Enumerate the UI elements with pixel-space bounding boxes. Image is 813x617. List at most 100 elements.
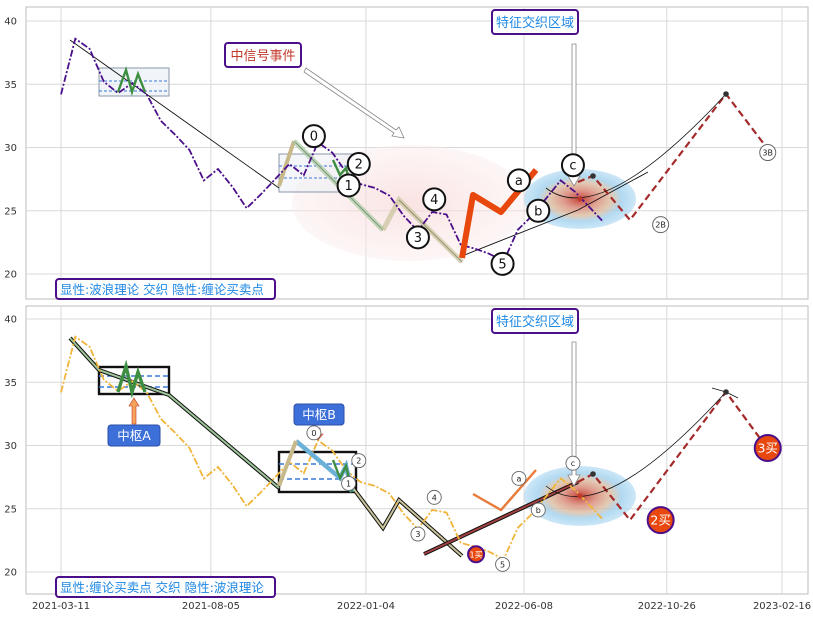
- top-trend-line-1: [69, 39, 280, 189]
- top-wave-marker: [301, 124, 326, 149]
- top-signal-arrow: [303, 67, 405, 139]
- top-forecast-marker: [759, 144, 777, 162]
- bottom-forecast-line: [577, 390, 771, 522]
- top-forecast-label: 3B: [762, 149, 773, 158]
- buy-point-label: 1买: [470, 550, 483, 559]
- buy-point-label: 2买: [650, 513, 670, 528]
- buy-point-marker: [753, 434, 782, 463]
- bottom-wave-labels: 0 1 2 3 4 5 a b c: [306, 425, 581, 572]
- bottom-wave-label: 5: [500, 560, 505, 569]
- buy-point-marker: [467, 545, 486, 564]
- bottom-forecast-arc: [545, 391, 727, 498]
- bottom-pivot-a-zigzag: [116, 359, 147, 399]
- bottom-forecast-dot-1: [590, 471, 596, 477]
- bottom-wave-marker: [426, 489, 442, 505]
- top-wave-labels: 0 12 3 4 5 ab c 2B 3B: [301, 124, 777, 276]
- top-stroke-seg-1: [277, 140, 296, 187]
- bottom-plot-frame: [25, 305, 809, 595]
- bottom-price-line: [60, 335, 605, 561]
- bottom-wave-marker: [565, 455, 581, 471]
- x-tick-label: 2022-06-08: [495, 601, 553, 612]
- x-tick-label: 2022-10-26: [638, 601, 696, 612]
- top-wave-marker: [526, 198, 551, 223]
- top-feature-zone-box: [491, 9, 579, 35]
- bottom-wave-label: 2: [356, 457, 361, 466]
- x-tick-label: 2021-03-11: [32, 601, 90, 612]
- bottom-y-tick-label: 40: [4, 315, 17, 326]
- bottom-forecast-dot-2: [723, 389, 729, 395]
- bottom-y-tick-label: 25: [4, 504, 17, 515]
- bottom-wave-label: c: [571, 459, 575, 468]
- bottom-stroke-seg-3: [423, 481, 579, 555]
- bottom-wave-marker: [495, 556, 511, 572]
- bottom-wave-marker: [306, 425, 322, 441]
- pivot-b-callout-text: 中枢B: [302, 407, 336, 422]
- bottom-y-ticks: 40 35 30 25 20: [4, 315, 17, 579]
- bottom-buy-points: 1买 2买 3买: [467, 434, 782, 564]
- top-zone-center-dot: [577, 196, 583, 202]
- top-wave-label: 5: [498, 257, 506, 272]
- top-forecast-arc: [545, 93, 727, 199]
- top-y-tick-label: 30: [4, 143, 17, 154]
- bottom-zone-arrow: [567, 341, 581, 487]
- pivot-a-callout: [107, 424, 161, 447]
- top-legend-box: [55, 278, 276, 300]
- top-wave-marker: [346, 151, 371, 176]
- top-wave-marker: [506, 168, 531, 193]
- bottom-y-tick-label: 20: [4, 568, 17, 579]
- pivot-b-callout: [293, 403, 345, 426]
- bottom-wave-label: 4: [432, 493, 437, 502]
- bottom-y-tick-label: 35: [4, 378, 17, 389]
- top-wave-marker: [405, 225, 430, 250]
- top-pivot-a-zigzag: [116, 66, 147, 97]
- top-y-tick-label: 35: [4, 80, 17, 91]
- top-wave-marker: [490, 251, 515, 276]
- top-forecast-marker: [652, 216, 670, 234]
- top-forecast-dot-2: [723, 91, 729, 97]
- top-wave-label: 3: [414, 231, 422, 246]
- buy-point-marker: [646, 506, 675, 535]
- top-pivot-box-a: [98, 67, 170, 97]
- bottom-stroke-seg-2: [352, 487, 463, 557]
- bottom-legend-text: 显性:缠论买卖点 交织 隐性:波浪理论: [60, 580, 264, 595]
- bottom-x-ticks: 2021-03-11 2021-08-05 2022-01-04 2022-06-08…: [32, 601, 811, 612]
- bottom-y-tick-label: 30: [4, 441, 17, 452]
- top-wave-label: 2: [355, 157, 363, 172]
- top-wave-label: b: [534, 204, 542, 219]
- top-forecast-dot-1: [590, 173, 596, 179]
- top-wave-marker: [422, 187, 447, 212]
- bottom-pivot-b-rise: [277, 440, 298, 487]
- bottom-wave-marker: [341, 476, 357, 491]
- top-legend-text: 显性:波浪理论 交织 隐性:缠论买卖点: [60, 282, 264, 297]
- bottom-grid: [26, 306, 808, 594]
- bottom-feature-zone-label: 特征交织区域: [496, 314, 574, 330]
- mid-signal-label: 中信号事件: [230, 49, 295, 64]
- bottom-wave-label: 1: [346, 479, 351, 488]
- bottom-wave-marker: [410, 526, 426, 542]
- top-trend-line-4: [461, 171, 649, 257]
- top-price-line: [60, 37, 605, 263]
- x-tick-label: 2021-08-05: [182, 601, 240, 612]
- buy-point-label: 3买: [757, 441, 777, 456]
- top-forecast-label: 2B: [655, 221, 666, 230]
- top-wave-marker: [336, 173, 361, 198]
- top-stroke-seg-3: [380, 195, 464, 264]
- top-feature-zone-label: 特征交织区域: [496, 15, 574, 31]
- x-tick-label: 2022-01-04: [337, 601, 395, 612]
- top-wave-label: 4: [430, 193, 438, 208]
- bottom-wave-marker: [530, 502, 546, 518]
- bottom-legend-box: [55, 576, 276, 598]
- top-wave-label: a: [515, 174, 523, 189]
- top-wave-label: c: [569, 159, 576, 174]
- mid-signal-box: [224, 42, 302, 68]
- bottom-wave-marker: [351, 453, 367, 469]
- top-wave-label: 1: [344, 179, 352, 194]
- top-y-tick-label: 25: [4, 206, 17, 217]
- top-y-tick-label: 20: [4, 270, 17, 281]
- bottom-wave-label: b: [536, 506, 541, 515]
- bottom-wave-label: a: [516, 474, 521, 483]
- bottom-pivot-box-a: [97, 365, 171, 396]
